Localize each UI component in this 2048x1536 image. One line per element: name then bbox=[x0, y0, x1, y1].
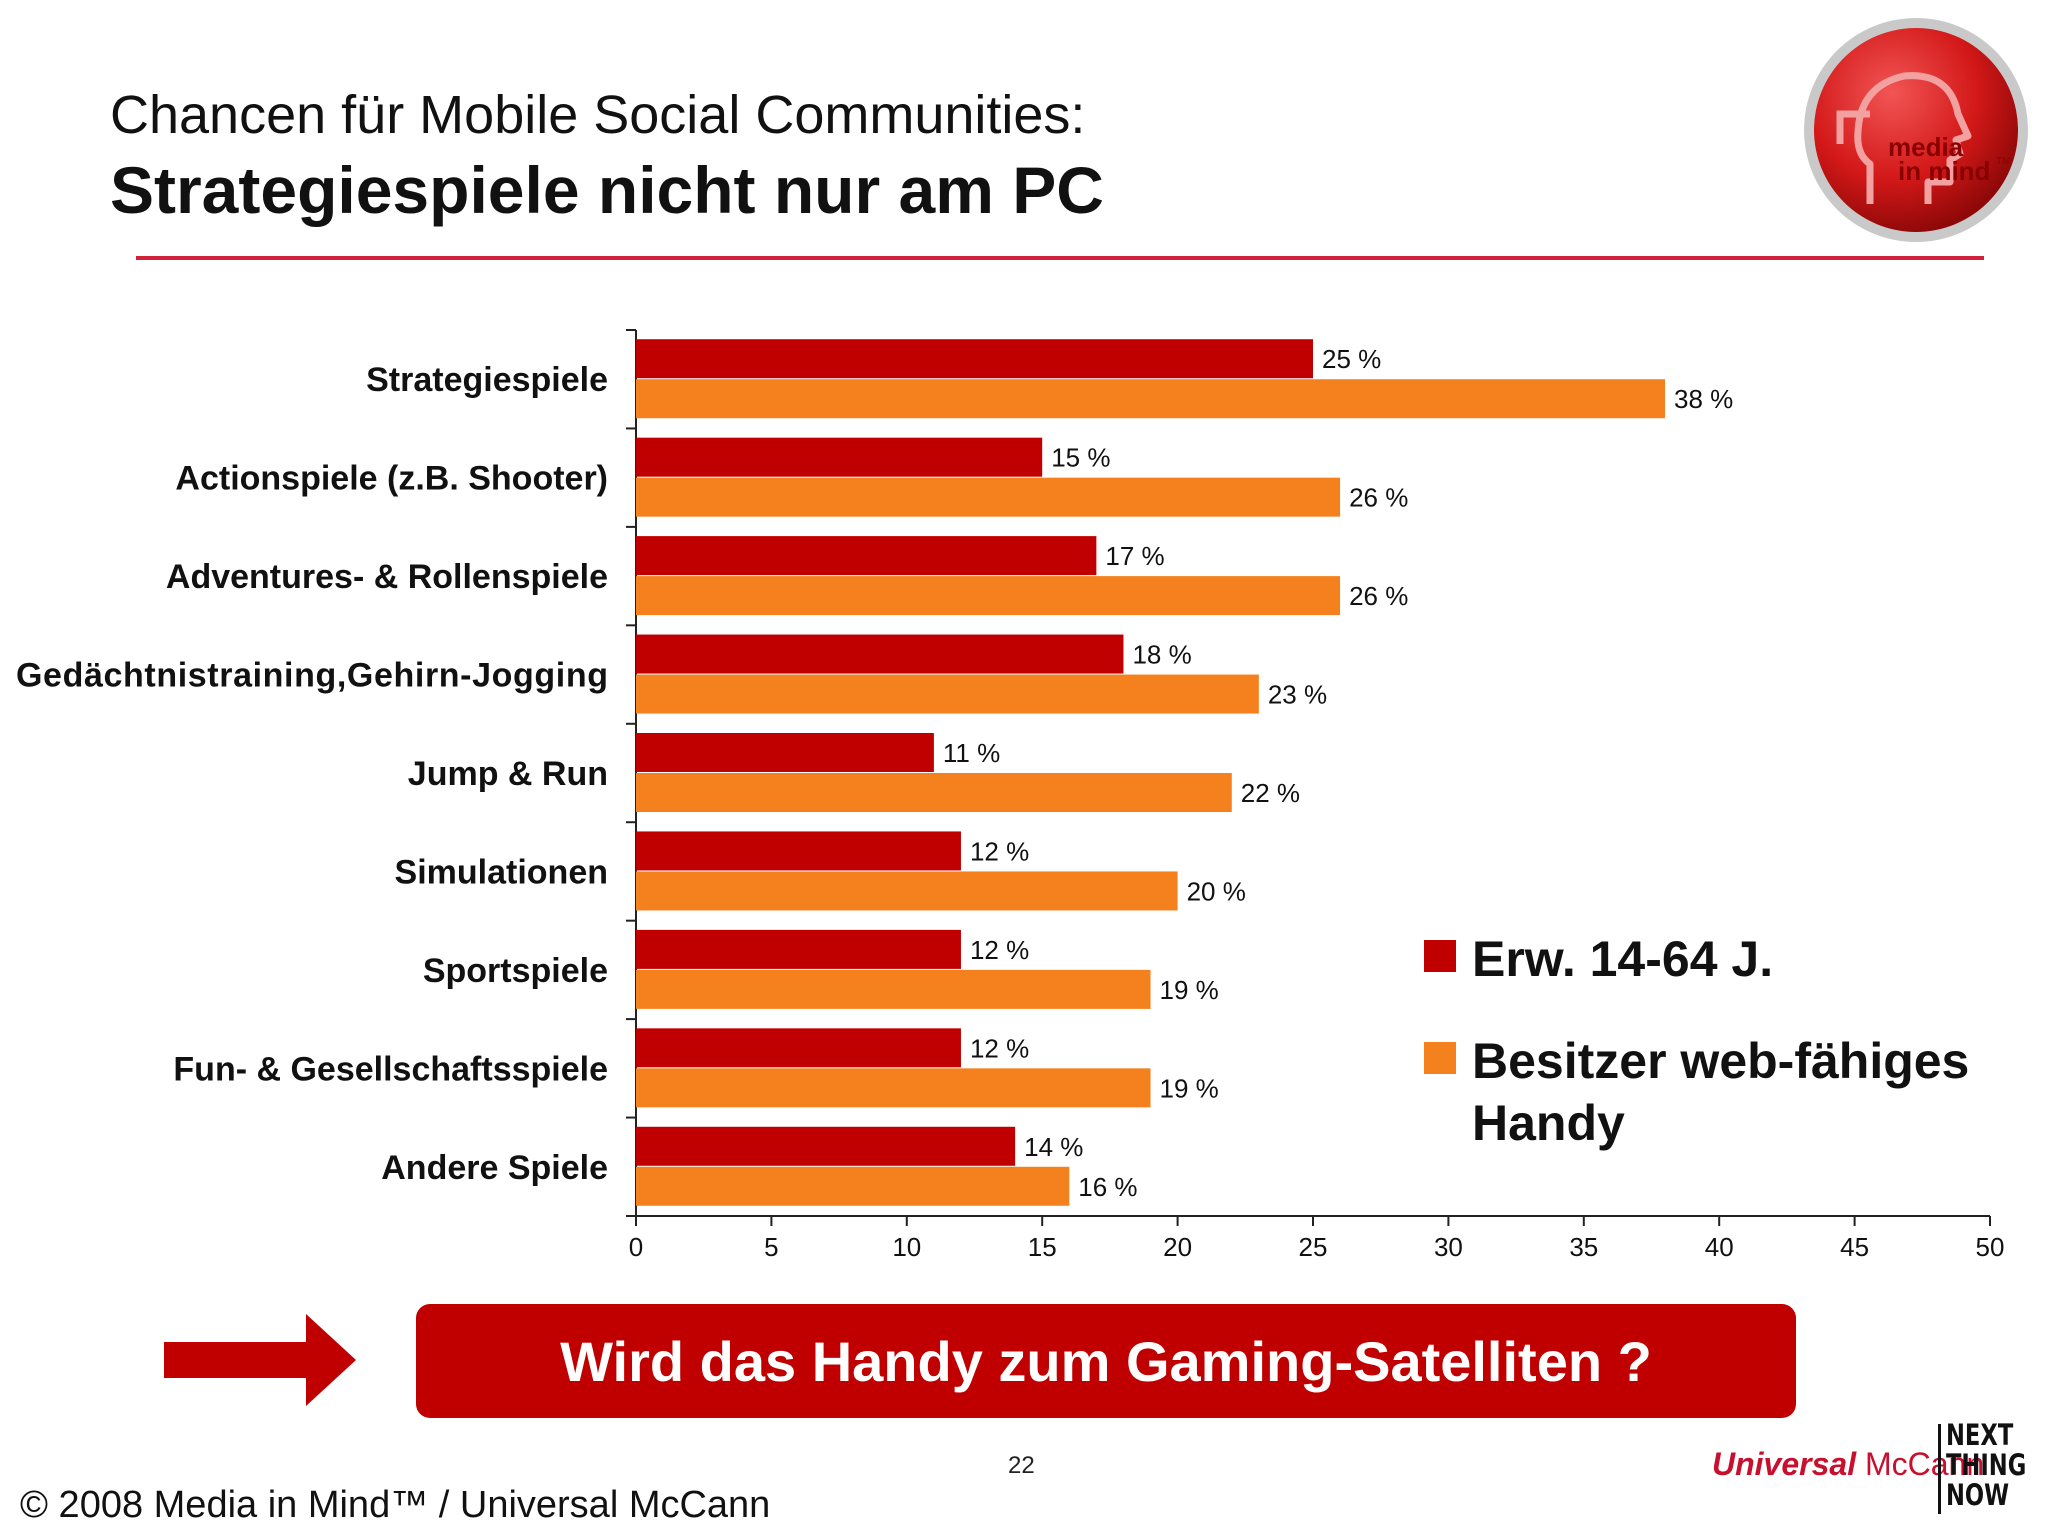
next-thing-now-tagline: NEXT THING NOW bbox=[1946, 1418, 2027, 1512]
universal-mccann-logo: Universal McCann bbox=[1712, 1446, 1984, 1483]
bar-value-label: 38 % bbox=[1674, 384, 1733, 414]
head-profile-icon bbox=[1854, 72, 1972, 204]
bar-value-label: 12 % bbox=[970, 836, 1029, 866]
legend-item-adults: Erw. 14-64 J. bbox=[1424, 928, 1773, 990]
legend-swatch-adults bbox=[1424, 940, 1456, 972]
bar-value-label: 23 % bbox=[1268, 680, 1327, 710]
bar-value-label: 19 % bbox=[1160, 975, 1219, 1005]
bar-value-label: 16 % bbox=[1078, 1172, 1137, 1202]
title-line-1: Chancen für Mobile Social Communities: bbox=[110, 85, 1086, 145]
x-tick-label: 40 bbox=[1705, 1232, 1734, 1262]
x-tick-label: 30 bbox=[1434, 1232, 1463, 1262]
bar bbox=[636, 379, 1666, 419]
bar bbox=[636, 339, 1313, 379]
bar-value-label: 14 % bbox=[1024, 1132, 1083, 1162]
bar-value-label: 15 % bbox=[1051, 443, 1110, 473]
page-number: 22 bbox=[1008, 1452, 1035, 1479]
bar bbox=[636, 1126, 1016, 1166]
bar-value-label: 12 % bbox=[970, 935, 1029, 965]
bar-value-label: 12 % bbox=[970, 1033, 1029, 1063]
bar-value-label: 20 % bbox=[1187, 876, 1246, 906]
svg-text:media: media bbox=[1888, 132, 1964, 162]
bar bbox=[636, 674, 1259, 714]
bar-value-label: 25 % bbox=[1322, 344, 1381, 374]
bar bbox=[636, 773, 1232, 812]
bar bbox=[636, 477, 1341, 517]
bar bbox=[636, 929, 961, 969]
svg-text:in mind: in mind bbox=[1898, 156, 1990, 186]
x-tick-label: 45 bbox=[1840, 1232, 1869, 1262]
right-arrow-icon bbox=[164, 1314, 356, 1406]
x-tick-label: 25 bbox=[1299, 1232, 1328, 1262]
category-label: Andere Spiele bbox=[381, 1149, 608, 1187]
category-label: Actionspiele (z.B. Shooter) bbox=[175, 460, 608, 498]
x-tick-label: 15 bbox=[1028, 1232, 1057, 1262]
category-label: Gedächtnistraining,Gehirn-Jogging bbox=[16, 657, 608, 695]
svg-text:TM: TM bbox=[1996, 156, 2010, 167]
x-tick-label: 10 bbox=[892, 1232, 921, 1262]
bar bbox=[636, 1166, 1070, 1206]
bar bbox=[636, 1028, 961, 1068]
bar bbox=[636, 634, 1124, 674]
copyright-notice: © 2008 Media in Mind™ / Universal McCann bbox=[20, 1484, 771, 1526]
legend-item-handy-owners: Besitzer web-fähiges Handy bbox=[1424, 1030, 1969, 1154]
bar-value-label: 22 % bbox=[1241, 778, 1300, 808]
category-label: Simulationen bbox=[395, 853, 608, 891]
legend-label-handy-owners-line1: Besitzer web-fähiges bbox=[1472, 1033, 1970, 1089]
category-label: Fun- & Gesellschaftsspiele bbox=[173, 1050, 608, 1088]
agency-name-text: McCann bbox=[1864, 1446, 1985, 1482]
bar-value-label: 17 % bbox=[1105, 541, 1164, 571]
bar-chart: 0 5 10 15 20 25 30 35 40 45 50 25 % 38 % Strategiespi… bbox=[16, 329, 2005, 1262]
bar-value-label: 18 % bbox=[1132, 640, 1191, 670]
media-in-mind-logo: media in mind TM bbox=[1804, 18, 2028, 242]
legend-swatch-handy-owners bbox=[1424, 1042, 1456, 1074]
bar bbox=[636, 831, 961, 871]
x-tick-label: 35 bbox=[1569, 1232, 1598, 1262]
bar-value-label: 19 % bbox=[1160, 1073, 1219, 1103]
callout-banner: Wird das Handy zum Gaming-Satelliten ? bbox=[416, 1304, 1796, 1418]
title-line-2: Strategiespiele nicht nur am PC bbox=[110, 153, 1104, 227]
bar-value-label: 26 % bbox=[1349, 581, 1408, 611]
agency-bold-text: Universal bbox=[1712, 1446, 1857, 1482]
logo-divider bbox=[1938, 1424, 1941, 1514]
category-label: Jump & Run bbox=[408, 755, 608, 793]
x-tick-label: 20 bbox=[1163, 1232, 1192, 1262]
bar-value-label: 11 % bbox=[943, 738, 1000, 768]
category-label: Strategiespiele bbox=[366, 361, 608, 399]
title-divider bbox=[136, 256, 1984, 260]
bar bbox=[636, 576, 1341, 616]
bar bbox=[636, 871, 1178, 911]
x-tick-label: 0 bbox=[629, 1232, 643, 1262]
bar bbox=[636, 733, 934, 772]
bar bbox=[636, 969, 1151, 1009]
category-label: Sportspiele bbox=[423, 952, 608, 990]
x-tick-label: 50 bbox=[1976, 1232, 2005, 1262]
bar-value-label: 26 % bbox=[1349, 483, 1408, 513]
x-tick-label: 5 bbox=[764, 1232, 778, 1262]
bar bbox=[636, 536, 1097, 576]
legend-label-handy-owners-line2: Handy bbox=[1472, 1095, 1625, 1151]
bar bbox=[636, 1068, 1151, 1108]
bar bbox=[636, 437, 1043, 477]
legend-label-adults: Erw. 14-64 J. bbox=[1472, 931, 1774, 987]
category-label: Adventures- & Rollenspiele bbox=[166, 558, 608, 596]
